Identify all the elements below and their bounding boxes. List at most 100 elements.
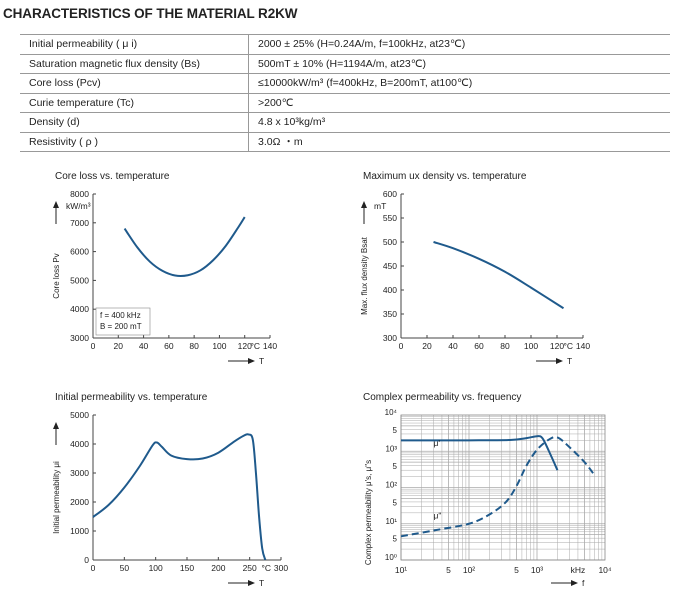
y-tick-label: 500 xyxy=(383,237,397,247)
y-tick-label: 450 xyxy=(383,261,397,271)
x-tick-label: 120 xyxy=(238,341,252,351)
cell-property: Resistivity ( ρ ) xyxy=(20,131,249,152)
y-tick-label: 6000 xyxy=(70,247,89,257)
x-tick-label: 120 xyxy=(550,341,564,351)
y-tick-label: 5 xyxy=(393,462,398,471)
x-tick-label: 40 xyxy=(139,341,149,351)
x-tick-label: 5 xyxy=(446,565,451,575)
chart-title: Core loss vs. temperature xyxy=(55,171,170,182)
series-label: μ" xyxy=(433,510,441,520)
y-tick-label: 3000 xyxy=(70,468,89,478)
y-tick-label: 600 xyxy=(383,189,397,199)
x-tick-label: 80 xyxy=(189,341,199,351)
x-tick-label: 60 xyxy=(164,341,174,351)
y-tick-label: 5 xyxy=(393,426,398,435)
series-line-0 xyxy=(123,216,246,277)
x-tick-label: 20 xyxy=(422,341,432,351)
y-tick-label: 300 xyxy=(383,333,397,343)
y-tick-label: 10³ xyxy=(385,444,397,453)
arrow-icon xyxy=(53,422,59,429)
x-tick-label: 80 xyxy=(500,341,510,351)
cell-value: 3.0Ω ・m xyxy=(248,131,670,152)
x-tick-label: 100 xyxy=(212,341,226,351)
x-tick-label: 200 xyxy=(211,563,225,573)
y-tick-label: 10¹ xyxy=(385,517,397,526)
y-tick-label: 10⁴ xyxy=(385,408,398,417)
chart-title: Initial permeability vs. temperature xyxy=(55,392,208,403)
chart-title: Maximum ux density vs. temperature xyxy=(363,171,527,182)
series-line-0 xyxy=(92,433,267,561)
y-tick-label: 4000 xyxy=(70,304,89,314)
x-tick-label: 60 xyxy=(474,341,484,351)
x-tick-label: 250 xyxy=(243,563,257,573)
y-tick-label: 0 xyxy=(84,555,89,565)
x-tick-label: 10³ xyxy=(531,565,543,575)
y-tick-label: 5 xyxy=(393,498,398,507)
plot-frame xyxy=(400,414,606,561)
x-tick-label: 140 xyxy=(263,341,277,351)
y-tick-label: 5000 xyxy=(70,410,89,420)
arrow-icon xyxy=(53,201,59,208)
x-axis-label: f xyxy=(582,578,585,588)
x-tick-label: 150 xyxy=(180,563,194,573)
arrow-icon xyxy=(571,580,578,586)
series-line-0 xyxy=(433,241,565,310)
x-tick-label: 0 xyxy=(399,341,404,351)
y-axis-label: Complex permeability μ's, μ"s xyxy=(364,460,373,565)
cell-value: ≤10000kW/m³ (f=400kHz, B=200mT, at100℃) xyxy=(248,73,670,94)
x-tick-label: kHz xyxy=(571,565,586,575)
y-tick-label: 4000 xyxy=(70,439,89,449)
x-tick-label: 100 xyxy=(524,341,538,351)
y-axis-label: Core loss Pv xyxy=(52,253,61,298)
x-tick-label: 10² xyxy=(463,565,475,575)
x-axis-label: T xyxy=(259,578,264,588)
x-tick-label: 40 xyxy=(448,341,458,351)
y-unit-label: mT xyxy=(374,201,386,211)
y-tick-label: 8000 xyxy=(70,189,89,199)
y-tick-label: 400 xyxy=(383,285,397,295)
arrow-icon xyxy=(361,201,367,208)
table-row: Resistivity ( ρ ) 3.0Ω ・m xyxy=(20,131,670,152)
y-tick-label: 2000 xyxy=(70,497,89,507)
x-unit-label: °C xyxy=(250,341,260,351)
x-tick-label: 20 xyxy=(114,341,124,351)
series-label: μ' xyxy=(433,438,440,448)
x-tick-label: 0 xyxy=(91,563,96,573)
arrow-icon xyxy=(556,358,563,364)
table-row: Core loss (Pcv) ≤10000kW/m³ (f=400kHz, B=… xyxy=(20,73,670,94)
y-axis-label: Max. flux density Bsat xyxy=(360,236,369,315)
x-axis-label: T xyxy=(259,356,264,366)
x-tick-label: 50 xyxy=(120,563,130,573)
characteristics-table: Initial permeability ( μ i) 2000 ± 25% (H… xyxy=(20,34,670,152)
cell-value: 500mT ± 10% (H=1194A/m, at23℃) xyxy=(248,53,670,74)
annotation-box xyxy=(95,307,151,336)
annotation-text: B = 200 mT xyxy=(100,322,142,331)
x-tick-label: 10¹ xyxy=(395,565,407,575)
x-unit-label: °C xyxy=(563,341,573,351)
cell-value: 2000 ± 25% (H=0.24A/m, f=100kHz, at23℃) xyxy=(248,34,670,55)
table-row: Initial permeability ( μ i) 2000 ± 25% (H… xyxy=(20,34,670,55)
x-tick-label: 140 xyxy=(576,341,590,351)
y-tick-label: 7000 xyxy=(70,218,89,228)
y-tick-label: 550 xyxy=(383,213,397,223)
y-tick-label: 10² xyxy=(385,481,397,490)
series-line-1 xyxy=(400,435,596,538)
y-axis-label: Initial permeability μi xyxy=(52,461,61,534)
y-tick-label: 1000 xyxy=(70,526,89,536)
y-tick-label: 5 xyxy=(393,535,398,544)
x-unit-label: °C xyxy=(261,563,271,573)
x-tick-label: 300 xyxy=(274,563,288,573)
y-unit-label: kW/m³ xyxy=(66,201,91,211)
chart-title: Complex permeability vs. frequency xyxy=(363,392,521,403)
y-tick-label: 3000 xyxy=(70,333,89,343)
x-tick-label: 5 xyxy=(514,565,519,575)
y-tick-label: 10⁰ xyxy=(385,553,397,562)
arrow-icon xyxy=(248,358,255,364)
series-line-0 xyxy=(400,435,559,471)
y-tick-label: 5000 xyxy=(70,275,89,285)
annotation-text: f = 400 kHz xyxy=(100,311,141,320)
page-title: CHARACTERISTICS OF THE MATERIAL R2KW xyxy=(3,6,298,21)
x-axis-label: T xyxy=(567,356,572,366)
arrow-icon xyxy=(248,580,255,586)
